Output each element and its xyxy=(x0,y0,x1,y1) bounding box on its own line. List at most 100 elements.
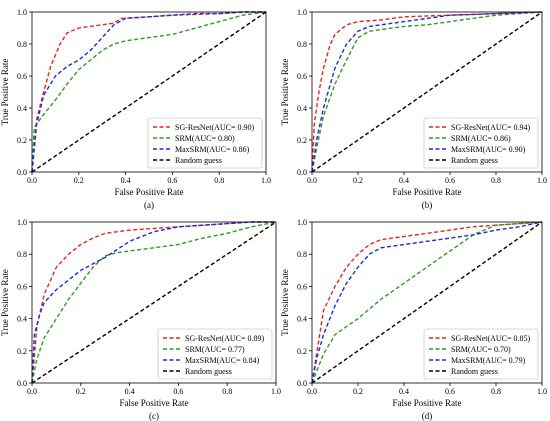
x-tick-label: 1.0 xyxy=(537,387,547,396)
y-tick-label: 0.0 xyxy=(297,379,307,388)
x-axis-label: False Positive Rate xyxy=(393,398,462,408)
roc-line-random-guess xyxy=(31,11,267,173)
x-axis-label: False Positive Rate xyxy=(120,398,189,408)
roc-line-maxsrm xyxy=(311,221,543,384)
x-axis-label: False Positive Rate xyxy=(393,187,462,197)
plot-frame xyxy=(311,221,543,384)
x-tick-label: 0.4 xyxy=(399,387,409,396)
roc-line-maxsrm xyxy=(311,11,543,173)
legend-entry: SRM(AUC= 0.86) xyxy=(451,134,511,143)
plot-frame xyxy=(311,11,543,173)
legend-entry: SG-ResNet(AUC= 0.90) xyxy=(175,123,255,132)
y-tick-label: 1.0 xyxy=(17,218,27,227)
y-tick-label: 0.6 xyxy=(17,72,27,81)
roc-line-random-guess xyxy=(31,221,277,384)
y-tick-label: 0.8 xyxy=(297,40,307,49)
x-tick-label: 0.8 xyxy=(491,176,501,185)
panel-b: 0.0 0.2 0.4 0.6 0.8 1.0 0.0 0.2 0.4 0.6 0.8 1.0 Fals… xyxy=(280,8,547,210)
y-tick-label: 0.0 xyxy=(297,168,307,177)
y-axis-label: True Positive Rate xyxy=(280,59,290,126)
plot-frame xyxy=(31,11,267,173)
legend-entry: SRM(AUC= 0.80) xyxy=(175,134,235,143)
y-axis-label: True Positive Rate xyxy=(0,269,10,336)
panel-d: 0.0 0.2 0.4 0.6 0.8 1.0 0.0 0.2 0.4 0.6 0.8 1.0 Fals… xyxy=(280,218,547,421)
legend-entry: Random guess xyxy=(185,367,232,376)
y-tick-label: 0.2 xyxy=(297,136,307,145)
x-tick-label: 0.4 xyxy=(399,176,409,185)
x-tick-label: 0.6 xyxy=(167,176,177,185)
y-axis-label: True Positive Rate xyxy=(280,269,290,336)
legend-entry: SRM(AUC= 0.70) xyxy=(451,345,511,354)
y-tick-label: 1.0 xyxy=(297,8,307,17)
roc-line-sg-resnet xyxy=(311,11,543,173)
y-tick-label: 0.0 xyxy=(17,168,27,177)
x-tick-label: 0.2 xyxy=(353,387,363,396)
x-tick-label: 0.0 xyxy=(307,387,317,396)
x-tick-label: 0.0 xyxy=(27,387,37,396)
y-tick-label: 0.8 xyxy=(17,40,27,49)
roc-line-srm xyxy=(31,221,277,384)
legend-entry: Random guess xyxy=(451,367,498,376)
panel-label: (d) xyxy=(422,411,433,421)
x-tick-label: 0.8 xyxy=(214,176,224,185)
x-tick-label: 0.2 xyxy=(353,176,363,185)
legend-entry: MaxSRM(AUC= 0.90) xyxy=(451,145,526,154)
legend: SG-ResNet(AUC= 0.85) SRM(AUC= 0.70) MaxSRM… xyxy=(423,328,539,380)
legend-box xyxy=(147,117,263,169)
x-tick-label: 0.8 xyxy=(491,387,501,396)
panel-label: (b) xyxy=(422,200,433,210)
y-tick-label: 0.6 xyxy=(297,282,307,291)
legend: SG-ResNet(AUC= 0.89) SRM(AUC= 0.77) MaxSRM… xyxy=(157,328,273,380)
x-tick-label: 0.4 xyxy=(121,176,131,185)
panel-label: (a) xyxy=(144,200,154,210)
x-tick-label: 1.0 xyxy=(261,176,271,185)
roc-line-srm xyxy=(31,11,267,173)
x-tick-label: 0.8 xyxy=(222,387,232,396)
legend-box xyxy=(423,328,539,380)
x-tick-label: 1.0 xyxy=(271,387,281,396)
y-tick-label: 0.6 xyxy=(17,282,27,291)
roc-line-random-guess xyxy=(311,221,543,384)
y-tick-label: 0.2 xyxy=(17,347,27,356)
legend-entry: Random guess xyxy=(451,156,498,165)
legend-box xyxy=(423,117,539,169)
x-tick-label: 1.0 xyxy=(537,176,547,185)
roc-line-sg-resnet xyxy=(311,221,543,384)
y-tick-label: 1.0 xyxy=(17,8,27,17)
legend-entry: SG-ResNet(AUC= 0.85) xyxy=(451,334,531,343)
y-tick-label: 0.4 xyxy=(17,104,27,113)
y-tick-label: 0.0 xyxy=(17,379,27,388)
y-tick-label: 0.4 xyxy=(17,315,27,324)
roc-line-maxsrm xyxy=(31,221,276,384)
y-tick-label: 0.4 xyxy=(297,104,307,113)
x-tick-label: 0.2 xyxy=(76,387,86,396)
y-tick-label: 0.8 xyxy=(17,250,27,259)
roc-line-random-guess xyxy=(311,11,543,173)
y-tick-label: 0.2 xyxy=(17,136,27,145)
panel-label: (c) xyxy=(149,411,159,421)
y-tick-label: 0.8 xyxy=(297,250,307,259)
roc-line-srm xyxy=(311,221,543,384)
y-axis-label: True Positive Rate xyxy=(0,59,10,126)
x-tick-label: 0.6 xyxy=(445,387,455,396)
roc-line-srm xyxy=(311,11,543,173)
legend-entry: SRM(AUC= 0.77) xyxy=(185,345,245,354)
legend-entry: SG-ResNet(AUC= 0.89) xyxy=(185,334,265,343)
legend-entry: MaxSRM(AUC= 0.84) xyxy=(185,356,260,365)
y-tick-label: 0.2 xyxy=(297,347,307,356)
x-tick-label: 0.4 xyxy=(125,387,135,396)
x-tick-label: 0.6 xyxy=(445,176,455,185)
roc-line-maxsrm xyxy=(31,11,266,173)
plot-frame xyxy=(31,221,277,384)
x-tick-label: 0.2 xyxy=(74,176,84,185)
x-tick-label: 0.0 xyxy=(27,176,37,185)
panel-a: 0.0 0.2 0.4 0.6 0.8 1.0 0.0 0.2 0.4 0.6 0.8 1.0 Fals… xyxy=(0,8,271,210)
legend-entry: SG-ResNet(AUC= 0.94) xyxy=(451,123,531,132)
legend: SG-ResNet(AUC= 0.94) SRM(AUC= 0.86) MaxSRM… xyxy=(423,117,539,169)
y-tick-label: 0.6 xyxy=(297,72,307,81)
x-tick-label: 0.6 xyxy=(173,387,183,396)
y-tick-label: 0.4 xyxy=(297,315,307,324)
legend-box xyxy=(157,328,273,380)
legend-entry: Random guess xyxy=(175,156,222,165)
